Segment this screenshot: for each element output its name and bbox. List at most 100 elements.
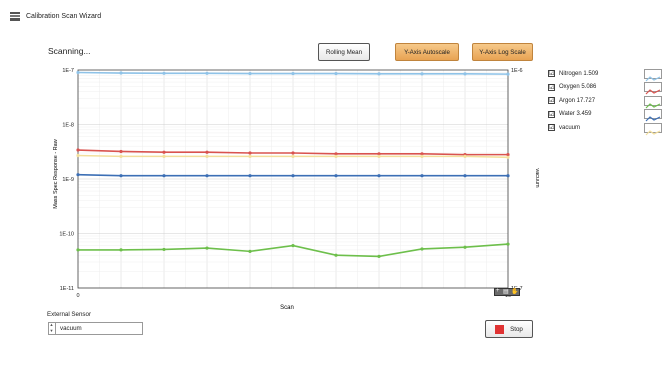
external-sensor-label: External Sensor <box>47 311 92 318</box>
data-point-argon <box>162 247 166 252</box>
data-point-argon <box>76 248 80 252</box>
data-point-water <box>334 174 338 178</box>
y2-tick-label: 1E-6 <box>511 68 523 74</box>
data-point-nitrogen <box>377 72 381 76</box>
chart-series <box>76 70 510 259</box>
y-tick-label: 1E-11 <box>60 286 74 292</box>
y2-axis-label: vacuum <box>534 168 540 188</box>
data-point-vacuum <box>334 154 338 158</box>
data-point-oxygen <box>334 152 338 156</box>
legend-item[interactable]: ☑ Argon 17.727 <box>548 95 595 106</box>
scan-status: Scanning... <box>48 46 91 56</box>
data-point-vacuum <box>377 154 381 158</box>
data-point-water <box>205 174 209 178</box>
data-point-water <box>506 174 510 178</box>
data-point-oxygen <box>119 149 123 154</box>
external-sensor-field[interactable] <box>48 322 143 335</box>
data-point-water <box>463 174 467 178</box>
data-point-argon <box>420 247 424 251</box>
zoom-icon[interactable]: ▤ <box>503 289 509 295</box>
data-point-vacuum <box>506 155 510 159</box>
legend-checkbox[interactable]: ☑ <box>548 124 555 131</box>
legend-item[interactable]: ☑ Oxygen 5.086 <box>548 82 596 93</box>
legend-plot-style-icon[interactable] <box>644 68 662 81</box>
data-point-argon <box>463 245 467 249</box>
y-tick-label: 1E-8 <box>62 123 74 129</box>
data-point-vacuum <box>119 154 123 158</box>
data-point-nitrogen <box>420 72 424 76</box>
legend-checkbox[interactable]: ☑ <box>548 97 555 104</box>
legend-item[interactable]: ☑ Nitrogen 1.509 <box>548 68 598 79</box>
data-point-oxygen <box>506 153 510 157</box>
data-point-oxygen <box>377 152 381 156</box>
data-point-water <box>291 174 295 178</box>
data-point-water <box>162 174 166 178</box>
data-point-nitrogen <box>248 71 252 76</box>
legend-label: vacuum <box>559 124 581 131</box>
data-point-oxygen <box>205 150 209 154</box>
data-point-argon <box>291 243 295 248</box>
data-point-water <box>119 174 123 178</box>
legend-plot-style-icon[interactable] <box>644 109 662 122</box>
spin-up-icon[interactable]: ▲ <box>49 322 54 327</box>
rolling-mean-button[interactable]: Rolling Mean <box>318 43 370 61</box>
pan-hand-icon[interactable]: ✋ <box>511 289 519 295</box>
data-point-vacuum <box>291 154 295 158</box>
data-point-oxygen <box>76 148 80 152</box>
legend-plot-style-icon[interactable] <box>644 82 662 95</box>
external-sensor-spinner[interactable]: ▲ ▼ <box>48 322 56 335</box>
data-point-nitrogen <box>162 71 166 75</box>
data-point-oxygen <box>162 150 166 154</box>
data-point-vacuum <box>420 154 424 158</box>
data-point-argon <box>334 253 338 257</box>
legend-label: Oxygen 5.086 <box>559 84 597 90</box>
data-point-nitrogen <box>119 71 123 75</box>
data-point-nitrogen <box>463 72 467 76</box>
data-point-oxygen <box>291 151 295 155</box>
data-point-nitrogen <box>334 71 338 76</box>
x-tick-label: 10 <box>505 293 511 299</box>
chart-grid <box>77 70 509 289</box>
legend-item[interactable]: ☑ Water 3.459 <box>548 109 591 120</box>
data-point-nitrogen <box>291 71 295 76</box>
legend-plot-style-icon[interactable] <box>644 95 662 108</box>
y-tick-label: 1E-10 <box>59 232 74 238</box>
stop-button[interactable]: Stop <box>485 320 533 338</box>
data-point-oxygen <box>248 151 252 155</box>
legend-item[interactable]: ☑ vacuum <box>548 122 580 133</box>
data-point-argon <box>205 246 209 250</box>
spin-down-icon[interactable]: ▼ <box>49 328 54 333</box>
data-point-argon <box>506 242 510 246</box>
y-axis-label: Mass Spec Response - Raw <box>53 139 59 208</box>
legend-checkbox[interactable]: ☑ <box>548 83 555 91</box>
legend-checkbox[interactable]: ☑ <box>548 110 555 118</box>
x-tick-label: 0 <box>76 293 79 299</box>
y-axis-autoscale-button[interactable]: Y-Axis Autoscale <box>395 43 459 61</box>
data-point-nitrogen <box>76 70 80 75</box>
data-point-oxygen <box>420 152 424 156</box>
crosshair-icon[interactable]: + <box>496 288 500 294</box>
window-title: Calibration Scan Wizard <box>26 13 102 20</box>
data-point-argon <box>119 248 123 252</box>
y-axis-log-scale-button[interactable]: Y-Axis Log Scale <box>472 43 533 61</box>
stop-button-label: Stop <box>510 325 523 333</box>
window-app-icon <box>10 12 20 21</box>
legend-plot-style-icon[interactable] <box>644 122 662 135</box>
data-point-vacuum <box>463 154 467 158</box>
data-point-nitrogen <box>506 72 510 76</box>
data-point-argon <box>377 254 381 259</box>
legend-label: Water 3.459 <box>559 111 592 117</box>
data-point-vacuum <box>162 154 166 158</box>
external-sensor-value: vacuum <box>60 325 82 332</box>
legend-label: Argon 17.727 <box>559 97 596 104</box>
graph-tools-palette[interactable] <box>494 288 520 296</box>
data-point-vacuum <box>205 154 209 158</box>
data-point-water <box>76 173 80 177</box>
x-axis-label: Scan <box>280 305 294 311</box>
data-point-nitrogen <box>205 71 209 75</box>
legend-checkbox[interactable]: ☑ <box>548 70 555 77</box>
y-tick-label: 1E-7 <box>62 68 74 74</box>
data-point-argon <box>248 249 252 253</box>
